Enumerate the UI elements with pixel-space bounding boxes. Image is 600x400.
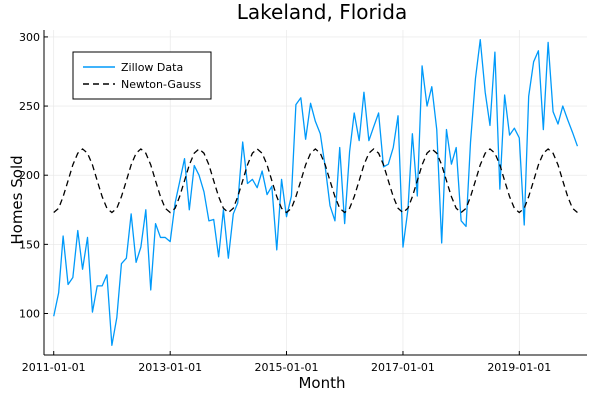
x-tick-label: 2019-01-01: [487, 361, 551, 374]
series-newton-gauss-line: [53, 148, 578, 214]
x-axis-label: Month: [298, 374, 345, 392]
x-axis-ticks: 2011-01-01 2013-01-01 2015-01-01 2017-01-01…: [22, 351, 551, 374]
plot-frame: [43, 30, 587, 356]
y-tick-label: 150: [19, 238, 40, 251]
y-tick-label: 300: [19, 31, 40, 44]
y-tick-label: 200: [19, 169, 40, 182]
x-tick-label: 2017-01-01: [371, 361, 435, 374]
x-tick-label: 2015-01-01: [255, 361, 319, 374]
y-tick-label: 100: [19, 308, 40, 321]
grid: [44, 30, 587, 355]
legend-box: [72, 51, 212, 100]
legend-label-newton-gauss: Newton-Gauss: [121, 78, 201, 91]
legend: Zillow Data Newton-Gauss: [72, 51, 212, 100]
chart-title: Lakeland, Florida: [237, 0, 408, 24]
y-axis-ticks: 100 150 200 250 300: [19, 31, 48, 321]
x-tick-label: 2011-01-01: [22, 361, 86, 374]
legend-label-zillow: Zillow Data: [121, 61, 183, 74]
y-axis-label: Homes Sold: [8, 155, 26, 244]
series-layer: [53, 39, 579, 346]
series-zillow-data-line: [53, 39, 579, 346]
y-tick-label: 250: [19, 100, 40, 113]
x-tick-label: 2013-01-01: [138, 361, 202, 374]
